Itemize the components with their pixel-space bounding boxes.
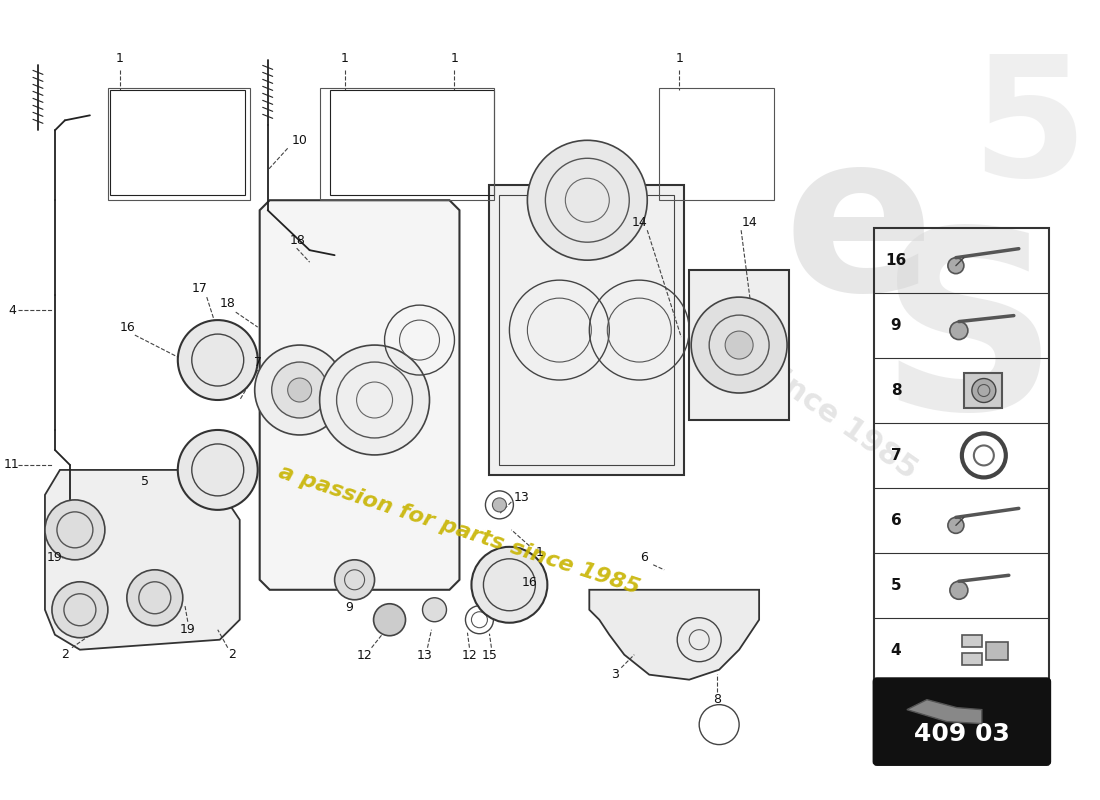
Circle shape xyxy=(272,362,328,418)
Text: 1: 1 xyxy=(116,52,124,65)
Text: 1: 1 xyxy=(341,52,349,65)
Circle shape xyxy=(493,498,506,512)
Text: 16: 16 xyxy=(521,576,537,590)
Bar xyxy=(110,90,244,195)
Text: 17: 17 xyxy=(191,282,208,294)
Text: 4: 4 xyxy=(891,642,901,658)
Text: 4: 4 xyxy=(8,304,15,317)
Text: 13: 13 xyxy=(514,491,529,504)
Bar xyxy=(659,88,774,200)
Text: 5: 5 xyxy=(141,475,149,489)
Polygon shape xyxy=(45,470,240,650)
Text: 9: 9 xyxy=(891,318,901,333)
Circle shape xyxy=(527,140,647,260)
Text: 19: 19 xyxy=(180,623,196,636)
Text: 16: 16 xyxy=(886,253,906,268)
Circle shape xyxy=(725,331,754,359)
Text: S: S xyxy=(879,219,1059,461)
Text: 9: 9 xyxy=(345,602,353,614)
Text: 13: 13 xyxy=(417,650,432,662)
Text: 2: 2 xyxy=(60,648,69,662)
Bar xyxy=(874,228,1048,682)
Circle shape xyxy=(288,378,311,402)
Text: 10: 10 xyxy=(292,134,308,147)
Text: 6: 6 xyxy=(640,551,648,564)
Circle shape xyxy=(178,430,257,510)
Text: a passion for parts since 1985: a passion for parts since 1985 xyxy=(276,462,642,598)
Text: 12: 12 xyxy=(356,650,373,662)
Circle shape xyxy=(950,322,968,339)
Circle shape xyxy=(972,378,996,402)
Polygon shape xyxy=(906,700,982,724)
Circle shape xyxy=(950,582,968,599)
Text: 1: 1 xyxy=(451,52,459,65)
Circle shape xyxy=(126,570,183,626)
Text: 11: 11 xyxy=(4,458,20,471)
Text: 1: 1 xyxy=(536,546,543,559)
Text: 7: 7 xyxy=(254,355,262,369)
Text: 3: 3 xyxy=(612,668,619,681)
Circle shape xyxy=(374,604,406,636)
Text: 18: 18 xyxy=(220,297,235,310)
Bar xyxy=(964,373,1002,409)
Circle shape xyxy=(334,560,375,600)
Text: 5: 5 xyxy=(971,49,1087,212)
Text: 14: 14 xyxy=(741,216,757,229)
FancyBboxPatch shape xyxy=(874,678,1049,765)
Text: 12: 12 xyxy=(462,650,477,662)
Text: 8: 8 xyxy=(891,383,901,398)
Bar xyxy=(986,642,1008,660)
Text: 2: 2 xyxy=(228,648,235,662)
Circle shape xyxy=(422,598,447,622)
Bar xyxy=(108,88,250,200)
Circle shape xyxy=(948,518,964,534)
Text: 15: 15 xyxy=(482,650,497,662)
Bar xyxy=(690,270,789,420)
Circle shape xyxy=(52,582,108,638)
Bar xyxy=(961,635,982,647)
Text: 16: 16 xyxy=(120,321,135,334)
Circle shape xyxy=(691,297,788,393)
Bar xyxy=(490,186,684,475)
Circle shape xyxy=(472,547,548,622)
Text: 7: 7 xyxy=(891,448,901,463)
Text: 409 03: 409 03 xyxy=(914,722,1010,746)
Text: 1: 1 xyxy=(675,52,683,65)
Bar xyxy=(499,195,674,465)
Text: 19: 19 xyxy=(47,551,63,564)
Bar xyxy=(330,90,494,195)
Circle shape xyxy=(255,345,344,435)
Text: 6: 6 xyxy=(891,513,901,528)
Text: 5: 5 xyxy=(891,578,901,593)
Circle shape xyxy=(45,500,104,560)
Circle shape xyxy=(178,320,257,400)
Circle shape xyxy=(320,345,429,455)
Text: 18: 18 xyxy=(289,234,306,246)
Text: 14: 14 xyxy=(631,216,647,229)
Text: since 1985: since 1985 xyxy=(755,355,923,485)
Text: e: e xyxy=(783,123,934,337)
Bar xyxy=(320,88,494,200)
Circle shape xyxy=(948,258,964,274)
Text: 8: 8 xyxy=(713,693,722,706)
Polygon shape xyxy=(260,200,460,590)
Polygon shape xyxy=(590,590,759,680)
Bar xyxy=(961,654,982,665)
